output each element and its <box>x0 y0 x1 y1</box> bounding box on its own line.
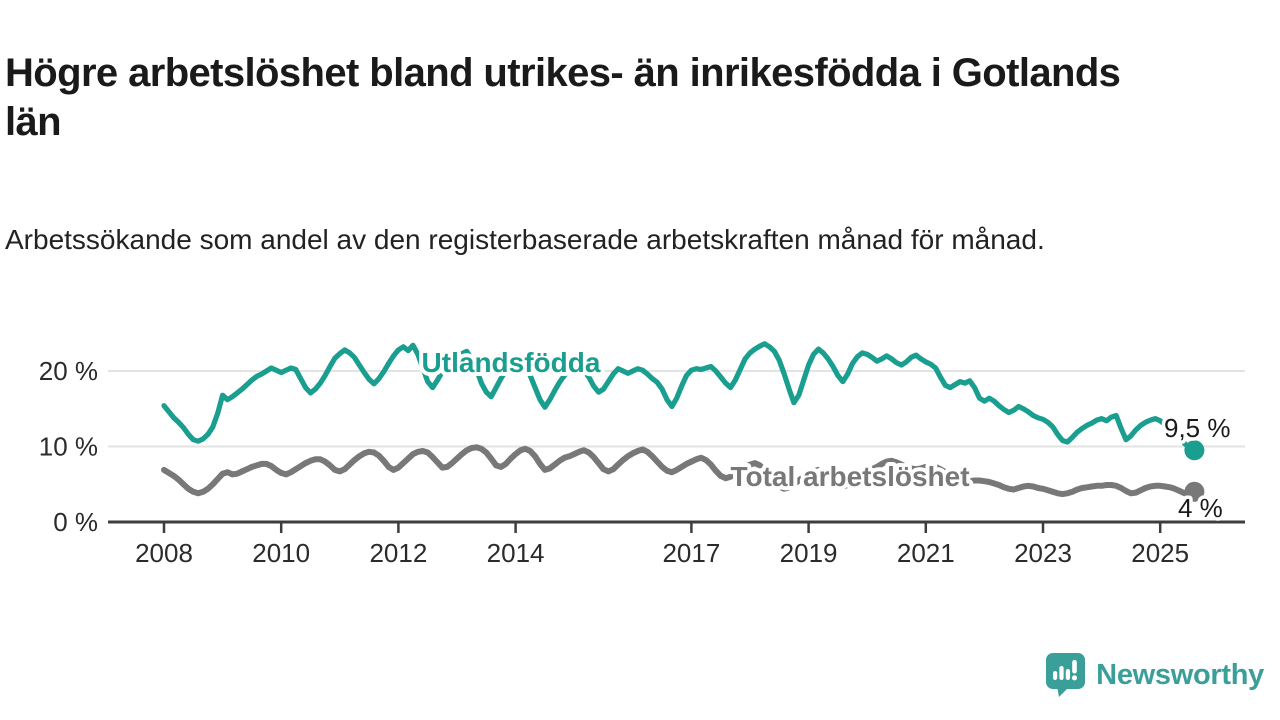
x-axis-tick-label: 2025 <box>1131 538 1189 568</box>
y-axis-tick-label: 10 % <box>39 432 98 462</box>
end-dot-total-arbetsloshet <box>1184 481 1205 502</box>
newsworthy-logo-icon <box>1045 652 1086 698</box>
x-axis-tick-label: 2021 <box>897 538 955 568</box>
x-axis-tick-label: 2014 <box>487 538 545 568</box>
chart-svg: 0 % 10 % 20 % 2008 2010 2012 2014 2017 2019 2021 2… <box>39 341 1245 568</box>
x-axis-tick-label: 2010 <box>252 538 310 568</box>
end-label-utlandsfodda: 9,5 % <box>1164 413 1231 443</box>
series-line-total-arbetsloshet <box>161 444 1198 498</box>
series-label-total-arbetsloshet: Total arbetslöshet <box>730 461 969 492</box>
end-dot-utlandsfodda <box>1184 440 1205 461</box>
newsworthy-wordmark: Newsworthy <box>1096 658 1264 691</box>
page-subtitle: Arbetssökande som andel av den registerb… <box>5 224 1045 255</box>
x-axis-tick-label: 2012 <box>369 538 427 568</box>
x-axis-tick-label: 2008 <box>135 538 193 568</box>
page-title: Högre arbetslöshet bland utrikes- än inr… <box>5 50 1121 144</box>
newsworthy-branding: Newsworthy <box>1045 652 1264 698</box>
unemployment-line-chart: 0 % 10 % 20 % 2008 2010 2012 2014 2017 2019 2021 2… <box>0 300 1280 600</box>
end-label-total-arbetsloshet: 4 % <box>1178 493 1223 523</box>
x-axis-tick-label: 2023 <box>1014 538 1072 568</box>
x-axis-tick-label: 2019 <box>780 538 838 568</box>
x-axis-tick-label: 2017 <box>662 538 720 568</box>
series-line-utlandsfodda <box>161 341 1198 453</box>
series-label-utlandsfodda: Utlandsfödda <box>422 347 601 378</box>
y-axis-tick-label: 20 % <box>39 356 98 386</box>
y-axis-tick-label: 0 % <box>53 507 98 537</box>
